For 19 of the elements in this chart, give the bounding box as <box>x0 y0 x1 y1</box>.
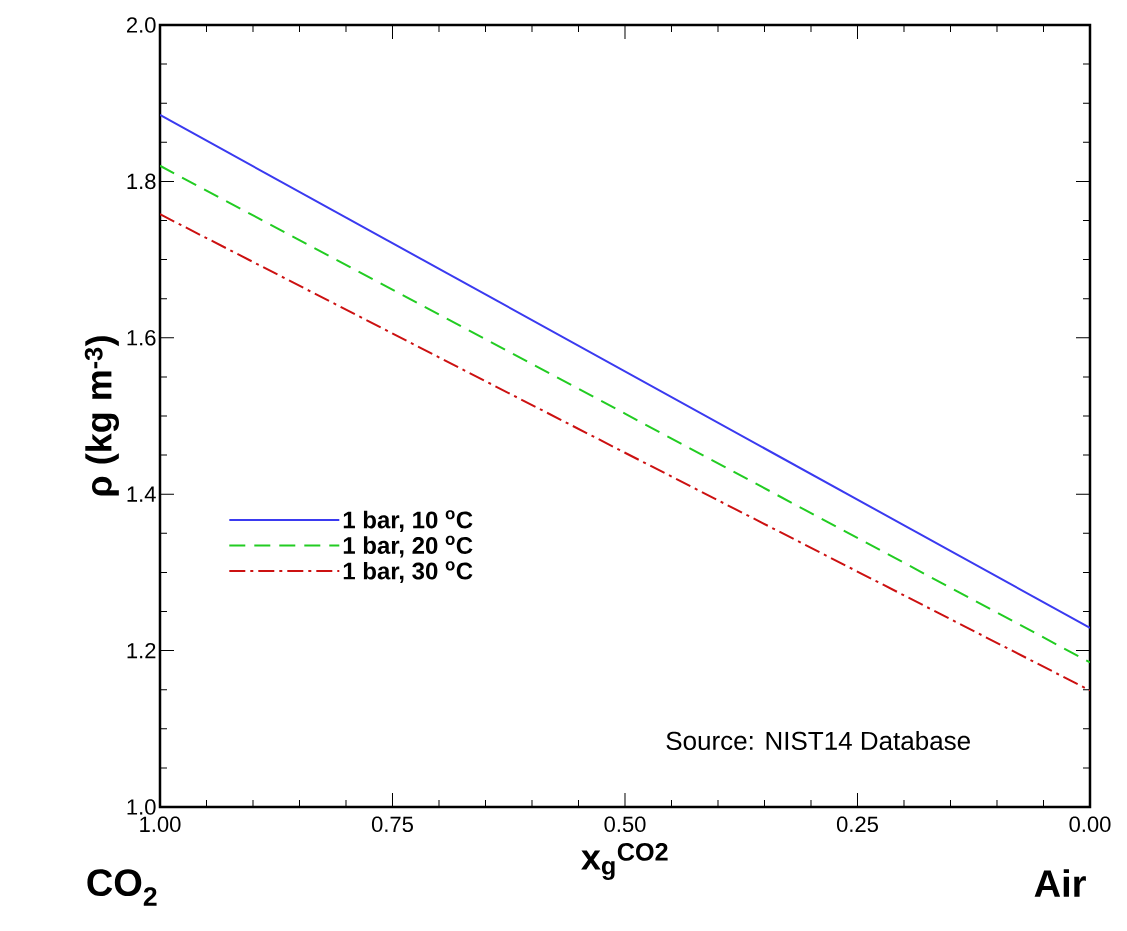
x-tick-label: 0.50 <box>604 816 646 833</box>
y-tick-label: 1.2 <box>127 642 156 659</box>
legend-label: 1 bar, 30 $^{o}$C <box>343 561 473 584</box>
x-axis-title: x$_{g}$$^{CO2}$ <box>581 842 668 880</box>
annotation: Source: NIST14 Database <box>666 730 970 751</box>
legend-label: 1 bar, 20 $^{o}$C <box>343 535 473 558</box>
y-tick-label: 1.0 <box>127 799 156 815</box>
y-axis-title: ρ (kg m$^{-3}$) <box>84 336 120 496</box>
legend-label: 1 bar, 10 $^{o}$C <box>343 510 473 532</box>
x-tick-label: 1.00 <box>140 816 181 833</box>
y-tick-label: 1.4 <box>127 486 156 502</box>
text: Air <box>1034 869 1086 897</box>
y-tick-label: 1.8 <box>127 173 156 190</box>
x-tick-label: 0.75 <box>371 816 413 833</box>
x-tick-label: 0.25 <box>836 816 878 833</box>
y-tick-label: 2.0 <box>126 17 156 33</box>
text: CO$_{2}$ <box>87 869 157 906</box>
y-tick-label: 1.6 <box>127 329 156 346</box>
x-tick-label: 0.00 <box>1069 816 1111 833</box>
